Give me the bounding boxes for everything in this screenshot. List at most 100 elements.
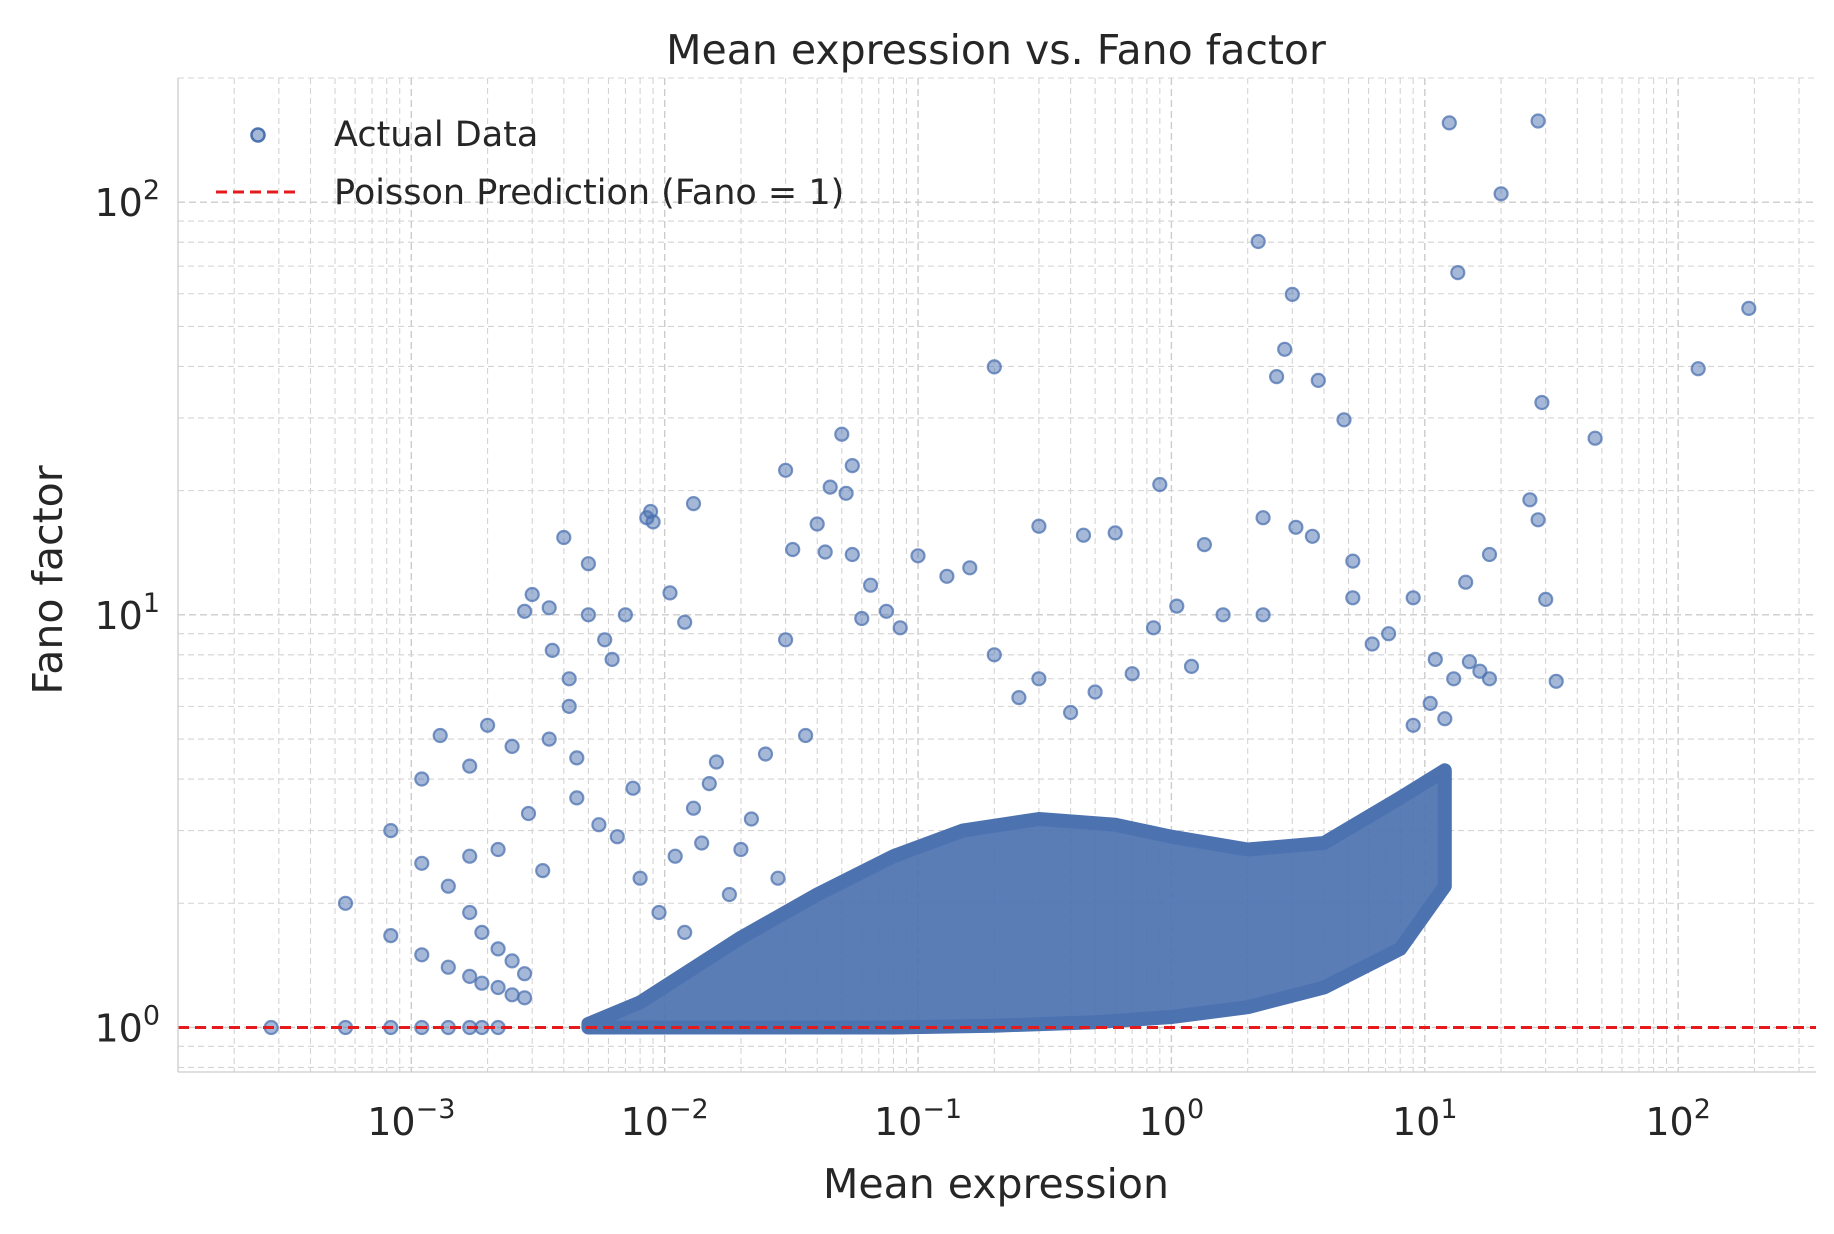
data-point (834, 426, 850, 442)
data-point (1345, 553, 1361, 569)
data-point (1268, 369, 1285, 385)
data-point (854, 610, 870, 627)
data-point (878, 603, 895, 619)
data-point (462, 968, 478, 985)
data-point (892, 620, 908, 636)
data-point (1534, 394, 1550, 411)
data-point (817, 544, 833, 560)
data-point (1441, 115, 1457, 131)
data-point (685, 800, 702, 816)
data-point (591, 817, 607, 833)
data-point (604, 651, 620, 668)
data-point (516, 966, 533, 982)
data-point (939, 568, 955, 584)
data-point (777, 462, 794, 478)
data-point (645, 514, 661, 530)
data-point (632, 870, 648, 886)
data-point (1422, 695, 1438, 712)
data-point (556, 529, 572, 546)
data-point (1481, 671, 1498, 687)
data-point (1124, 666, 1140, 682)
data-point (1530, 512, 1546, 528)
data-point (337, 895, 354, 911)
y-axis-label: Fano factor (24, 465, 72, 694)
data-point (685, 496, 702, 512)
data-point (1183, 658, 1200, 675)
data-point (1031, 518, 1047, 534)
data-point (541, 600, 557, 616)
data-point (1062, 704, 1079, 721)
data-point (1284, 286, 1300, 302)
data-point (962, 560, 978, 576)
data-point (1031, 671, 1047, 687)
data-point (1255, 607, 1271, 623)
data-point (524, 586, 540, 603)
data-point (1427, 651, 1443, 668)
data-point (1587, 430, 1603, 446)
data-point (797, 727, 814, 744)
data-point (597, 632, 613, 648)
x-tick-label: 10−1 (874, 1094, 962, 1144)
data-point (1741, 300, 1757, 316)
data-point (462, 848, 478, 864)
data-point (677, 924, 693, 941)
data-point (1107, 525, 1123, 541)
data-point (785, 541, 801, 558)
x-tick-label: 102 (1645, 1094, 1711, 1144)
x-tick-label: 101 (1392, 1094, 1458, 1144)
data-point (544, 642, 560, 659)
data-point (561, 698, 577, 715)
data-point (1288, 519, 1304, 535)
data-point (462, 904, 478, 921)
data-point (609, 829, 625, 845)
data-point (1437, 711, 1453, 727)
data-point (414, 947, 430, 963)
data-point (1458, 574, 1474, 590)
data-point (414, 771, 430, 787)
data-point (1196, 536, 1213, 553)
data-point (1255, 510, 1271, 526)
legend-label-actual-data: Actual Data (334, 115, 538, 155)
data-point (1215, 607, 1231, 623)
data-point (743, 811, 760, 827)
data-point (809, 516, 825, 532)
data-point (580, 556, 597, 572)
data-point (1380, 626, 1397, 642)
x-tick-label: 100 (1139, 1094, 1205, 1144)
data-point (1461, 654, 1478, 670)
data-point (504, 953, 520, 969)
data-point (520, 805, 537, 822)
data-point (1087, 684, 1103, 700)
data-point (844, 546, 860, 563)
legend-marker-actual-data (250, 127, 266, 143)
data-point (986, 359, 1002, 375)
data-point (1481, 546, 1498, 563)
data-point (770, 870, 786, 886)
data-point (694, 835, 710, 851)
data-point (516, 990, 533, 1006)
data-point (490, 941, 506, 957)
data-point (535, 862, 551, 879)
data-point (480, 717, 496, 733)
data-point (1304, 528, 1321, 544)
data-point (1450, 265, 1466, 281)
x-axis-label: Mean expression (823, 1160, 1169, 1208)
data-point (1405, 590, 1421, 606)
data-point (1538, 591, 1554, 608)
data-point (1169, 598, 1185, 614)
data-point (1548, 673, 1564, 689)
data-point (1152, 476, 1168, 493)
data-point (1472, 663, 1488, 679)
data-point (1011, 689, 1027, 706)
data-point (383, 822, 399, 839)
data-point (651, 904, 667, 921)
data-point (1530, 113, 1546, 129)
data-point (1446, 671, 1462, 687)
y-tick-label: 102 (94, 175, 160, 225)
legend-label-poisson: Poisson Prediction (Fano = 1) (334, 173, 844, 213)
data-point (440, 959, 456, 975)
data-point (625, 780, 641, 796)
data-point (541, 731, 557, 747)
x-tick-label: 10−2 (621, 1094, 709, 1144)
